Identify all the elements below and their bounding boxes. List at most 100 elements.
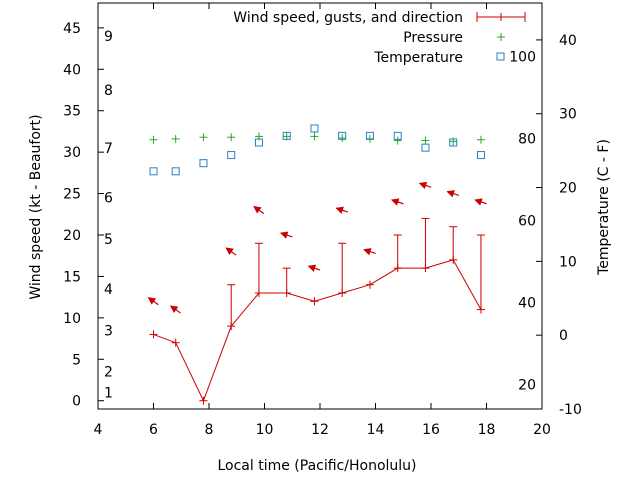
beaufort-label: 4 [104, 282, 113, 298]
fahrenheit-label: 20 [518, 377, 536, 393]
temperature-point [338, 131, 347, 140]
pressure-point [149, 135, 158, 144]
wind-direction-arrow [147, 297, 159, 306]
fahrenheit-label: 100 [509, 49, 536, 65]
fahrenheit-label: 60 [518, 213, 536, 229]
wind-direction-arrow [335, 206, 349, 214]
wind-direction-arrow [474, 198, 487, 206]
x-axis-label: Local time (Pacific/Honolulu) [217, 458, 416, 474]
legend-symbol-wind [476, 12, 526, 22]
wind-point [171, 338, 180, 347]
y-tick-label-left: 0 [72, 394, 81, 410]
temperature-point [199, 159, 208, 168]
x-tick-label: 18 [478, 422, 496, 438]
wind-point [365, 280, 374, 289]
wind-point [310, 297, 319, 306]
y-tick-label-right: 30 [559, 107, 577, 123]
fahrenheit-label: 40 [518, 295, 536, 311]
temperature-point [254, 138, 263, 147]
temperature-point [282, 131, 291, 140]
temperature-point [310, 124, 319, 133]
wind-direction-arrow [307, 264, 321, 272]
y-tick-label-left: 35 [63, 104, 81, 120]
wind-direction-arrow [169, 305, 181, 314]
wind-direction-arrow [253, 206, 265, 215]
y-tick-label-right: -10 [559, 402, 582, 418]
beaufort-label: 7 [104, 141, 113, 157]
y-axis-label-left: Wind speed (kt - Beaufort) [28, 114, 44, 299]
y-tick-label-left: 30 [63, 145, 81, 161]
pressure-point [171, 134, 180, 143]
pressure-point [338, 134, 347, 143]
legend-label-wind: Wind speed, gusts, and direction [233, 10, 463, 26]
wind-direction-arrow [279, 231, 293, 239]
pressure-point [310, 132, 319, 141]
gust-bar [421, 217, 430, 269]
beaufort-label: 3 [104, 323, 113, 339]
y-tick-label-left: 10 [63, 311, 81, 327]
gust-bar [476, 234, 485, 310]
temperature-point [393, 131, 402, 140]
fahrenheit-label: 80 [518, 131, 536, 147]
y-tick-label-left: 25 [63, 187, 81, 203]
beaufort-label: 6 [104, 191, 113, 207]
gust-bar [393, 234, 402, 269]
x-tick-label: 4 [94, 422, 103, 438]
legend-symbol-temperature [496, 52, 505, 61]
legend-symbol-pressure [497, 33, 505, 41]
temperature-point [476, 151, 485, 160]
temperature-point [449, 138, 458, 147]
temperature-point [149, 167, 158, 176]
y-tick-label-left: 15 [63, 269, 81, 285]
temperature-point [365, 131, 374, 140]
y-tick-label-right: 20 [559, 181, 577, 197]
wind-direction-arrow [225, 247, 237, 256]
y-tick-label-right: 0 [559, 328, 568, 344]
y-tick-label-right: 10 [559, 254, 577, 270]
pressure-point [227, 133, 236, 142]
temperature-point [421, 143, 430, 152]
wind-direction-arrow [390, 198, 404, 206]
legend-label-temperature: Temperature [373, 50, 463, 66]
legend-label-pressure: Pressure [403, 30, 463, 46]
temperature-point [171, 167, 180, 176]
x-tick-label: 6 [149, 422, 158, 438]
beaufort-label: 2 [104, 365, 113, 381]
beaufort-label: 1 [104, 385, 113, 401]
wind-direction-arrow [418, 181, 432, 190]
y-tick-label-left: 45 [63, 21, 81, 37]
y-tick-label-left: 5 [72, 352, 81, 368]
gust-bar [449, 226, 458, 260]
pressure-point [421, 136, 430, 145]
gust-bar [254, 242, 263, 293]
wind-point [149, 330, 158, 339]
pressure-point [393, 136, 402, 145]
plot-area-border [97, 2, 543, 410]
x-tick-label: 10 [256, 422, 274, 438]
x-tick-label: 8 [205, 422, 214, 438]
wind-direction-arrow [446, 190, 460, 198]
gust-bar [227, 284, 236, 327]
tick-marks [97, 3, 543, 410]
wind-direction-arrow [363, 248, 376, 256]
gust-bar [282, 267, 291, 293]
beaufort-label: 9 [104, 29, 113, 45]
temperature-point [227, 151, 236, 160]
legend: Wind speed, gusts, and direction Pressur… [233, 10, 526, 66]
beaufort-label: 5 [104, 232, 113, 248]
beaufort-label: 8 [104, 83, 113, 99]
y-tick-label-right: 40 [559, 33, 577, 49]
gust-bar [338, 242, 347, 293]
x-tick-label: 14 [367, 422, 385, 438]
pressure-point [199, 133, 208, 142]
wind-point [199, 396, 208, 405]
y-tick-label-left: 40 [63, 62, 81, 78]
y-axis-label-right: Temperature (C - F) [596, 139, 612, 276]
data-series [147, 124, 487, 405]
y-tick-label-left: 20 [63, 228, 81, 244]
x-tick-label: 20 [533, 422, 551, 438]
x-tick-label: 16 [422, 422, 440, 438]
tick-labels: 4 6 8 10 12 14 16 18 20051015202530354045-100102… [63, 21, 582, 438]
